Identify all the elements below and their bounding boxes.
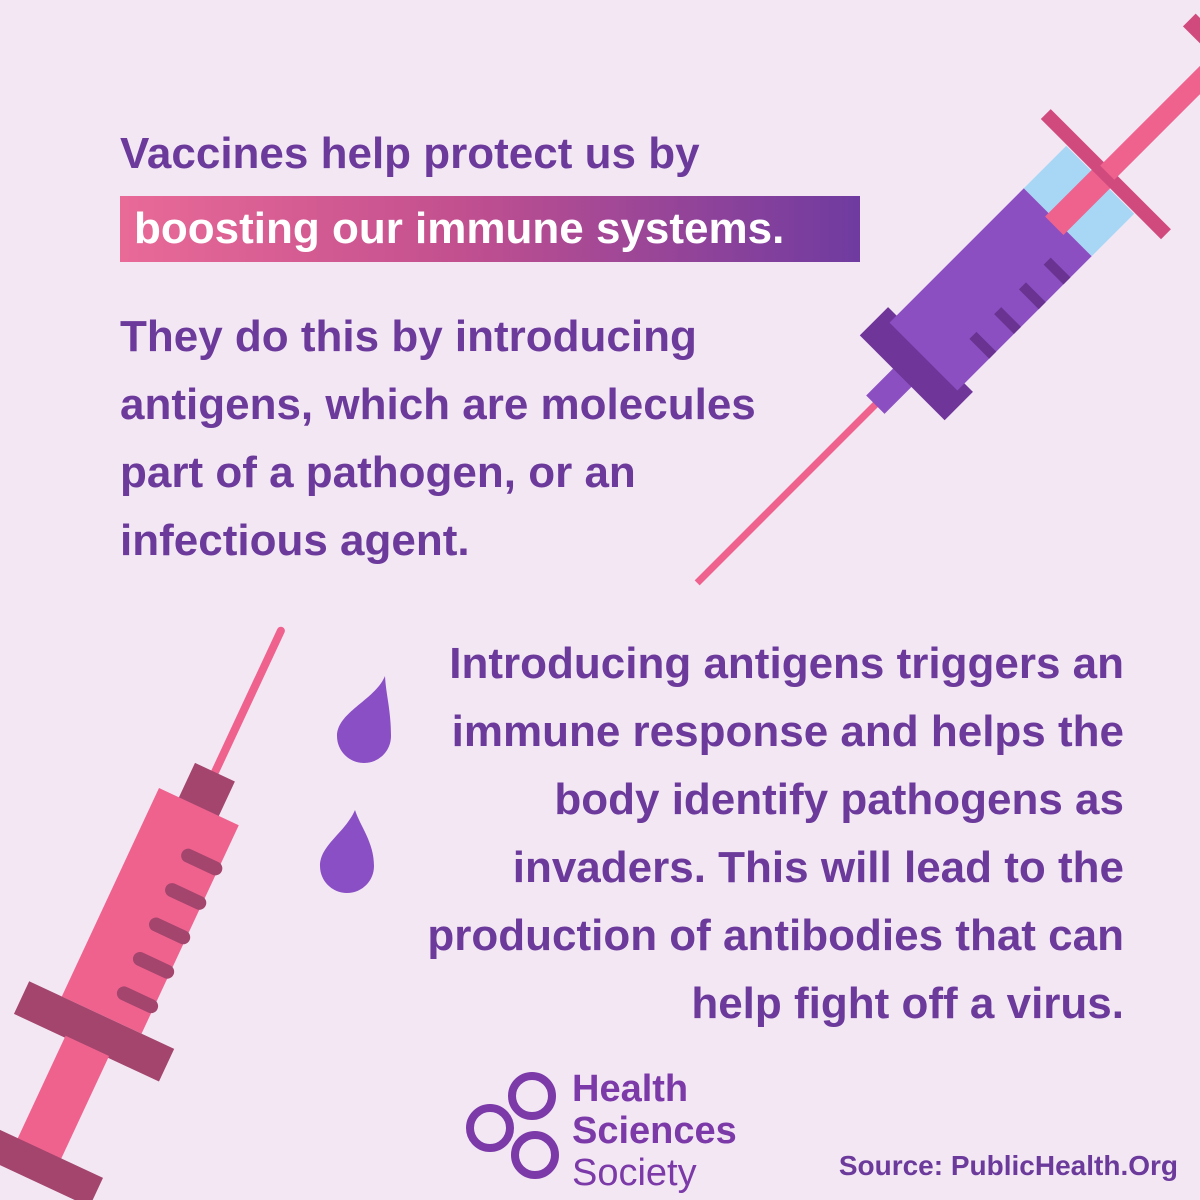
logo-line-health: Health — [572, 1068, 689, 1110]
headline-highlight-band — [120, 196, 860, 262]
headline-highlight: boosting our immune systems. — [134, 204, 785, 253]
droplet-icon — [337, 676, 391, 763]
droplet-icon — [320, 810, 374, 893]
paragraph-immune-response: Introducing antigens triggers an immune … — [427, 639, 1124, 1028]
headline: Vaccines help protect us by — [120, 129, 700, 178]
source-credit: Source: PublicHealth.Org — [838, 1150, 1178, 1181]
logo-line-sciences: Sciences — [572, 1110, 737, 1152]
syringe-bottom-left-icon — [0, 626, 285, 1200]
logo-circles-icon — [466, 1072, 559, 1179]
syringe-top-right-icon — [694, 13, 1200, 586]
logo-line-society: Society — [572, 1152, 697, 1194]
logo-wordmark: Health Sciences Society — [572, 1068, 737, 1194]
paragraph-antigens: They do this by introducing antigens, wh… — [120, 312, 756, 565]
